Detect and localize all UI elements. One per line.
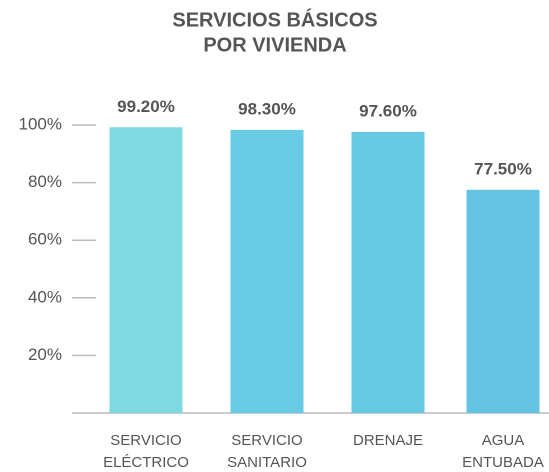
y-tick-label: 20% [28,345,62,364]
x-tick-label: ELÉCTRICO [103,454,189,471]
x-tick-label: DRENAJE [353,432,423,449]
x-tick-label: SANITARIO [227,454,307,471]
y-tick-label: 60% [28,230,62,249]
chart-title: SERVICIOS BÁSICOS [172,8,377,31]
bar [351,131,425,414]
bar [230,129,304,413]
chart-title: POR VIVIENDA [203,34,346,56]
value-label: 99.20% [117,97,175,116]
y-tick-label: 80% [28,172,62,191]
bar [109,127,183,413]
x-tick-label: SERVICIO [231,432,302,449]
value-label: 97.60% [359,101,417,120]
y-tick-label: 100% [19,114,62,133]
bar [466,189,540,413]
x-tick-label: ENTUBADA [462,454,544,471]
x-tick-label: AGUA [482,432,525,449]
y-tick-label: 40% [28,287,62,306]
value-label: 77.50% [474,159,532,178]
x-tick-label: SERVICIO [110,432,181,449]
value-label: 98.30% [238,99,296,118]
